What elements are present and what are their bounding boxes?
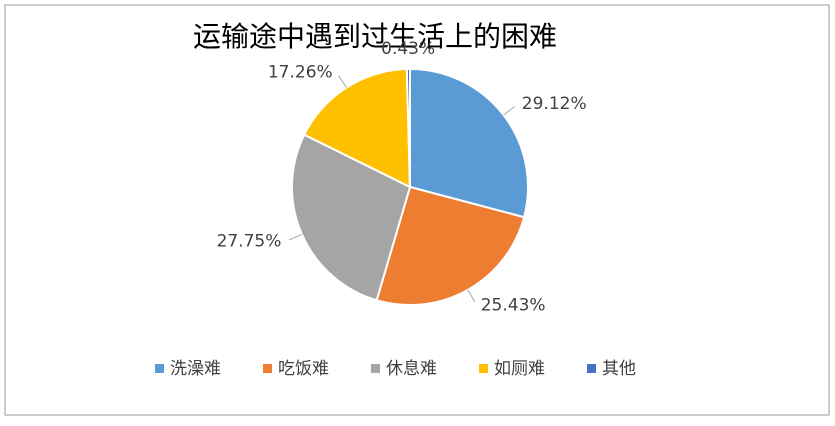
legend-label: 洗澡难: [170, 359, 221, 379]
pie-slice: [405, 67, 411, 188]
leader-line: [288, 233, 303, 241]
chart-title: 运输途中遇到过生活上的困难: [193, 20, 557, 53]
legend-swatch: [587, 364, 596, 373]
leader-line: [467, 289, 476, 303]
pie-slice: [375, 185, 526, 306]
legend-label: 吃饭难: [278, 359, 329, 379]
leader-line: [338, 75, 347, 88]
legend-swatch: [155, 364, 164, 373]
legend-swatch: [479, 364, 488, 373]
leader-line: [503, 106, 515, 116]
data-label: 29.12%: [522, 94, 587, 114]
legend-label: 休息难: [386, 359, 437, 379]
legend-label: 其他: [602, 359, 636, 379]
data-label: 27.75%: [217, 232, 282, 252]
legend-swatch: [371, 364, 380, 373]
data-label: 17.26%: [268, 62, 333, 82]
legend-label: 如厕难: [494, 359, 545, 379]
legend-swatch: [263, 364, 272, 373]
data-label: 0.43%: [381, 39, 435, 59]
data-label: 25.43%: [481, 296, 546, 316]
pie-slice: [302, 68, 412, 189]
pie-slice: [291, 133, 412, 302]
